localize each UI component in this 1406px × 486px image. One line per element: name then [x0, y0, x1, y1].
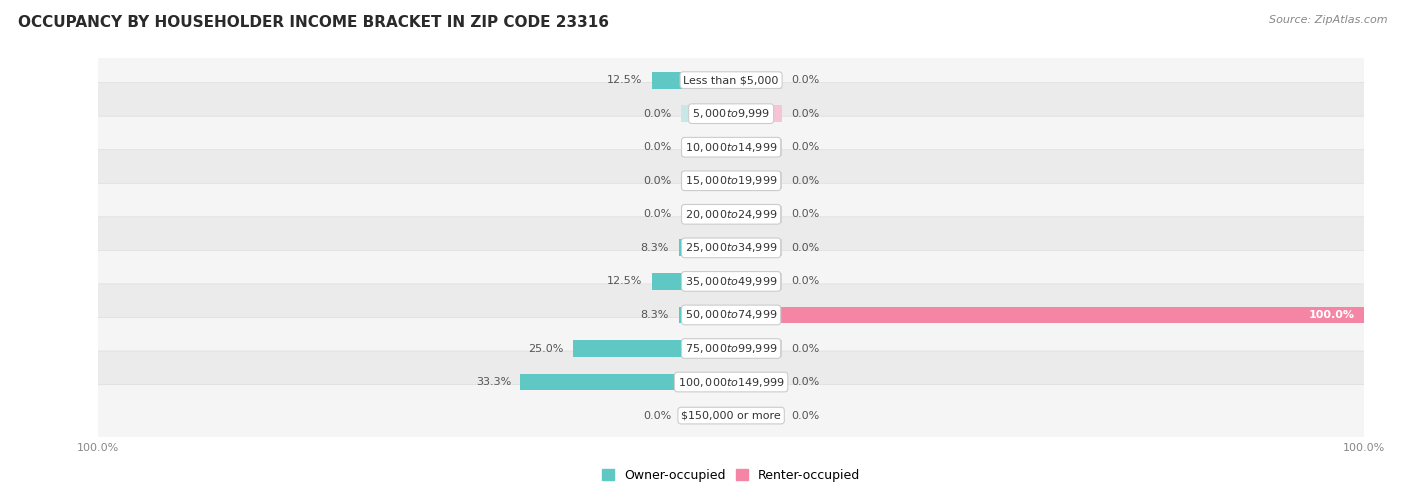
- Text: 0.0%: 0.0%: [792, 75, 820, 85]
- FancyBboxPatch shape: [96, 183, 1367, 245]
- Bar: [731, 407, 782, 424]
- FancyBboxPatch shape: [96, 49, 1367, 111]
- FancyBboxPatch shape: [96, 284, 1367, 346]
- Bar: [681, 105, 731, 122]
- Text: 8.3%: 8.3%: [641, 243, 669, 253]
- FancyBboxPatch shape: [96, 83, 1367, 145]
- Text: 0.0%: 0.0%: [792, 277, 820, 286]
- FancyBboxPatch shape: [96, 351, 1367, 413]
- Text: 0.0%: 0.0%: [792, 243, 820, 253]
- Bar: [520, 374, 731, 390]
- Bar: [731, 105, 782, 122]
- Text: 33.3%: 33.3%: [475, 377, 510, 387]
- Text: 0.0%: 0.0%: [792, 176, 820, 186]
- Text: $35,000 to $49,999: $35,000 to $49,999: [685, 275, 778, 288]
- Text: 0.0%: 0.0%: [792, 209, 820, 219]
- Bar: [731, 206, 782, 223]
- Bar: [731, 72, 782, 88]
- Bar: [681, 173, 731, 189]
- Text: $5,000 to $9,999: $5,000 to $9,999: [692, 107, 770, 120]
- Bar: [679, 240, 731, 256]
- FancyBboxPatch shape: [96, 150, 1367, 212]
- Text: 0.0%: 0.0%: [792, 411, 820, 420]
- Text: $20,000 to $24,999: $20,000 to $24,999: [685, 208, 778, 221]
- Text: 25.0%: 25.0%: [529, 344, 564, 353]
- Text: Less than $5,000: Less than $5,000: [683, 75, 779, 85]
- Bar: [731, 374, 782, 390]
- FancyBboxPatch shape: [96, 250, 1367, 312]
- Bar: [681, 139, 731, 156]
- FancyBboxPatch shape: [96, 116, 1367, 178]
- Text: 0.0%: 0.0%: [643, 209, 671, 219]
- Bar: [731, 173, 782, 189]
- Text: 0.0%: 0.0%: [643, 109, 671, 119]
- Text: $75,000 to $99,999: $75,000 to $99,999: [685, 342, 778, 355]
- Bar: [731, 139, 782, 156]
- Bar: [681, 206, 731, 223]
- Text: $25,000 to $34,999: $25,000 to $34,999: [685, 242, 778, 254]
- Text: $150,000 or more: $150,000 or more: [682, 411, 780, 420]
- Text: 8.3%: 8.3%: [641, 310, 669, 320]
- Text: $50,000 to $74,999: $50,000 to $74,999: [685, 309, 778, 321]
- Text: 0.0%: 0.0%: [792, 142, 820, 152]
- Text: $15,000 to $19,999: $15,000 to $19,999: [685, 174, 778, 187]
- Text: 0.0%: 0.0%: [643, 176, 671, 186]
- Text: 100.0%: 100.0%: [1309, 310, 1354, 320]
- Bar: [574, 340, 731, 357]
- FancyBboxPatch shape: [96, 317, 1367, 380]
- Text: 0.0%: 0.0%: [643, 411, 671, 420]
- Bar: [681, 407, 731, 424]
- Text: OCCUPANCY BY HOUSEHOLDER INCOME BRACKET IN ZIP CODE 23316: OCCUPANCY BY HOUSEHOLDER INCOME BRACKET …: [18, 15, 609, 30]
- Bar: [731, 273, 782, 290]
- Text: 12.5%: 12.5%: [607, 277, 643, 286]
- FancyBboxPatch shape: [96, 217, 1367, 279]
- Text: 0.0%: 0.0%: [792, 109, 820, 119]
- Text: 12.5%: 12.5%: [607, 75, 643, 85]
- Text: $10,000 to $14,999: $10,000 to $14,999: [685, 141, 778, 154]
- Bar: [652, 72, 731, 88]
- Text: 0.0%: 0.0%: [792, 377, 820, 387]
- Legend: Owner-occupied, Renter-occupied: Owner-occupied, Renter-occupied: [596, 464, 866, 486]
- Bar: [679, 307, 731, 323]
- FancyBboxPatch shape: [96, 384, 1367, 447]
- Bar: [731, 240, 782, 256]
- Text: $100,000 to $149,999: $100,000 to $149,999: [678, 376, 785, 388]
- Text: 0.0%: 0.0%: [643, 142, 671, 152]
- Text: Source: ZipAtlas.com: Source: ZipAtlas.com: [1270, 15, 1388, 25]
- Bar: [731, 340, 782, 357]
- Text: 0.0%: 0.0%: [792, 344, 820, 353]
- Bar: [731, 307, 1364, 323]
- Bar: [652, 273, 731, 290]
